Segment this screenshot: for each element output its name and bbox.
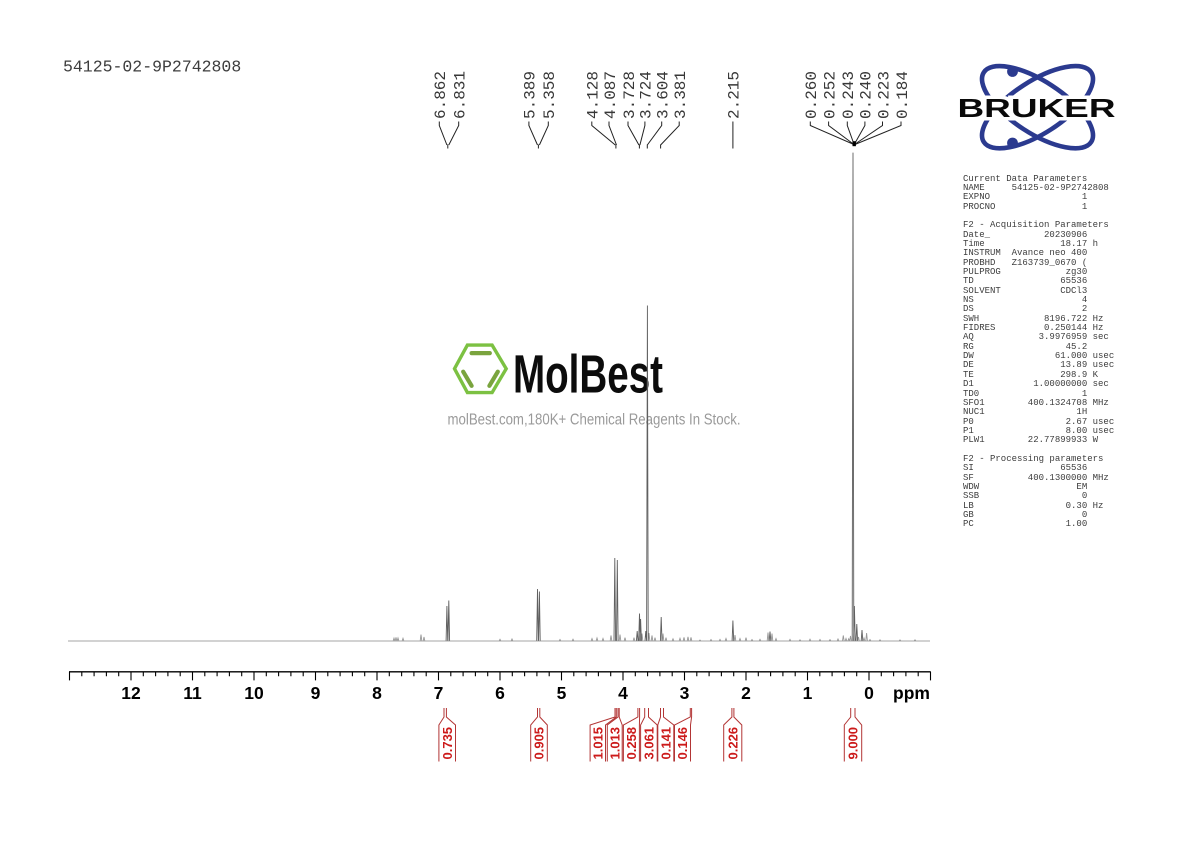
svg-text:3.381: 3.381 xyxy=(672,71,690,119)
svg-text:10: 10 xyxy=(244,683,264,703)
svg-text:0.226: 0.226 xyxy=(725,727,740,760)
svg-text:0.243: 0.243 xyxy=(840,71,858,119)
svg-text:0: 0 xyxy=(864,683,874,703)
svg-text:0.184: 0.184 xyxy=(894,71,912,119)
svg-text:0.223: 0.223 xyxy=(875,71,893,119)
svg-text:0.905: 0.905 xyxy=(532,727,547,760)
svg-text:3: 3 xyxy=(680,683,690,703)
svg-text:5.358: 5.358 xyxy=(541,71,559,119)
svg-text:9.000: 9.000 xyxy=(846,727,861,760)
svg-text:4: 4 xyxy=(618,683,628,703)
svg-text:3.728: 3.728 xyxy=(621,71,639,119)
svg-text:BRUKER: BRUKER xyxy=(958,93,1116,123)
svg-text:4.087: 4.087 xyxy=(602,71,620,119)
svg-text:9: 9 xyxy=(311,683,321,703)
svg-text:0.258: 0.258 xyxy=(624,727,639,760)
svg-text:6.862: 6.862 xyxy=(432,71,450,119)
svg-text:8: 8 xyxy=(372,683,382,703)
svg-text:1.015: 1.015 xyxy=(590,727,605,760)
svg-text:0.240: 0.240 xyxy=(858,71,876,119)
svg-text:5: 5 xyxy=(557,683,567,703)
svg-text:2: 2 xyxy=(741,683,751,703)
svg-text:4.128: 4.128 xyxy=(585,71,603,119)
svg-text:3.724: 3.724 xyxy=(638,71,656,119)
svg-text:12: 12 xyxy=(121,683,141,703)
svg-text:0.260: 0.260 xyxy=(803,71,821,119)
svg-text:0.146: 0.146 xyxy=(675,727,690,760)
svg-text:1.013: 1.013 xyxy=(607,727,622,760)
svg-text:2.215: 2.215 xyxy=(726,71,744,119)
svg-text:6.831: 6.831 xyxy=(452,71,470,119)
svg-text:5.389: 5.389 xyxy=(522,71,540,119)
svg-text:11: 11 xyxy=(183,683,202,703)
svg-text:0.735: 0.735 xyxy=(440,727,455,760)
svg-text:3.604: 3.604 xyxy=(655,71,673,119)
svg-text:1: 1 xyxy=(803,683,813,703)
svg-text:0.141: 0.141 xyxy=(658,727,673,760)
svg-text:ppm: ppm xyxy=(893,683,930,703)
svg-text:6: 6 xyxy=(495,683,505,703)
svg-text:7: 7 xyxy=(434,683,444,703)
svg-text:0.252: 0.252 xyxy=(821,71,839,119)
svg-text:MolBest: MolBest xyxy=(513,345,663,405)
svg-text:54125-02-9P2742808: 54125-02-9P2742808 xyxy=(63,58,241,77)
svg-text:3.061: 3.061 xyxy=(642,727,657,760)
svg-text:molBest.com,180K+ Chemical Rea: molBest.com,180K+ Chemical Reagents In S… xyxy=(448,412,741,429)
